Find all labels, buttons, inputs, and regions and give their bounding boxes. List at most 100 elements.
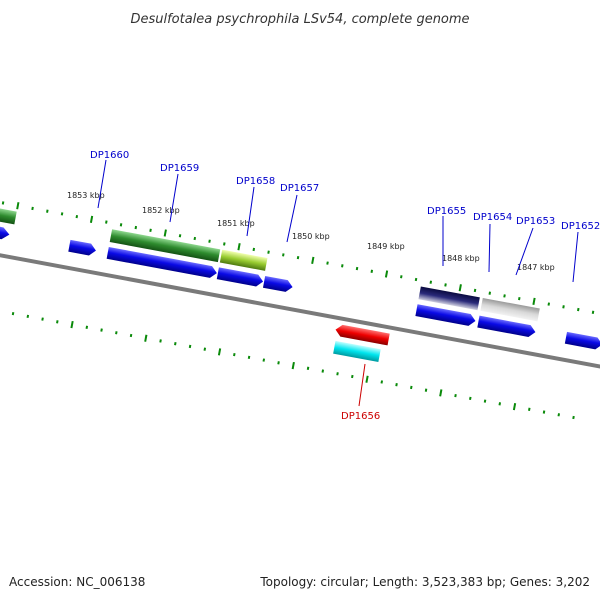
leader-line <box>246 186 255 237</box>
gene-label-dp1658[interactable]: DP1658 <box>236 176 275 187</box>
tick-minor <box>473 288 477 293</box>
kbp-label: 1852 kbp <box>142 206 180 215</box>
topology-summary: Topology: circular; Length: 3,523,383 bp… <box>259 575 590 589</box>
tick-major <box>16 202 20 210</box>
tick-minor <box>498 402 502 406</box>
gene-label-dp1655[interactable]: DP1655 <box>427 206 466 217</box>
tick-major <box>144 334 148 342</box>
tick-row-lower <box>11 311 575 420</box>
tick-major <box>365 375 369 383</box>
tick-minor <box>483 399 487 403</box>
kbp-label: 1851 kbp <box>217 219 255 228</box>
tick-minor <box>174 342 177 346</box>
tick-minor <box>429 280 433 284</box>
feature-bar-green <box>109 229 221 263</box>
cds-arrow <box>564 331 600 350</box>
gene-label-dp1653[interactable]: DP1653 <box>516 216 555 227</box>
tick-minor <box>557 413 561 417</box>
feature-bar-green-left <box>0 194 17 225</box>
tick-major <box>89 215 94 223</box>
tick-minor <box>85 325 89 329</box>
tick-major <box>439 389 443 397</box>
tick-minor <box>410 385 413 390</box>
tick-minor <box>46 209 49 213</box>
kbp-label: 1850 kbp <box>292 232 330 241</box>
tick-major <box>237 243 241 251</box>
tick-major <box>458 284 462 292</box>
tick-minor <box>577 307 580 312</box>
tick-minor <box>11 311 15 316</box>
tick-minor <box>321 369 325 373</box>
cds-arrow <box>68 239 96 256</box>
tick-minor <box>247 355 251 360</box>
gene-label-dp1656[interactable]: DP1656 <box>341 411 380 422</box>
leader-line <box>358 363 366 407</box>
tick-major <box>70 320 74 329</box>
tick-minor <box>572 415 575 420</box>
tick-minor <box>400 275 403 279</box>
tick-major <box>291 361 295 370</box>
tick-minor <box>178 234 182 238</box>
feature-bar-navy <box>418 286 480 311</box>
tick-minor <box>296 255 300 260</box>
tick-minor <box>149 228 152 232</box>
tick-minor <box>159 339 162 343</box>
leader-line <box>97 159 107 209</box>
tick-minor <box>528 407 531 411</box>
cds-arrow <box>106 246 217 278</box>
tick-minor <box>424 388 428 392</box>
kbp-label: 1849 kbp <box>367 242 405 251</box>
tick-minor <box>105 220 108 224</box>
tick-minor <box>193 236 197 241</box>
tick-minor <box>341 264 344 268</box>
gene-label-dp1659[interactable]: DP1659 <box>160 163 199 174</box>
kbp-label: 1848 kbp <box>442 254 480 263</box>
tick-minor <box>355 266 359 271</box>
tick-minor <box>395 383 398 387</box>
leader-line <box>286 194 298 243</box>
cds-arrow <box>477 315 536 337</box>
gene-label-dp1652[interactable]: DP1652 <box>561 221 600 232</box>
tick-minor <box>380 380 384 384</box>
tick-minor <box>75 214 79 219</box>
accession-text: Accession: NC_006138 <box>9 575 145 589</box>
tick-minor <box>326 261 329 265</box>
tick-major <box>217 348 222 356</box>
gene-label-dp1657[interactable]: DP1657 <box>280 183 319 194</box>
kbp-label: 1847 kbp <box>517 263 555 272</box>
leader-line <box>572 231 579 283</box>
tick-minor <box>591 310 595 314</box>
tick-major <box>163 229 167 237</box>
tick-minor <box>26 314 30 319</box>
gene-label-dp1660[interactable]: DP1660 <box>90 150 129 161</box>
tick-minor <box>562 305 565 309</box>
cds-arrow <box>415 304 476 326</box>
leader-line <box>515 227 534 276</box>
tick-major <box>512 402 517 411</box>
feature-bar-grey <box>480 297 540 322</box>
tick-minor <box>518 296 521 301</box>
tick-minor <box>454 393 457 398</box>
tick-minor <box>252 247 256 252</box>
genome-track <box>0 194 600 420</box>
gene-label-dp1654[interactable]: DP1654 <box>473 212 512 223</box>
backbone <box>0 239 600 371</box>
tick-minor <box>503 294 506 298</box>
cds-arrow-reverse <box>335 324 390 346</box>
tick-minor <box>134 225 138 230</box>
tick-minor <box>282 253 285 257</box>
tick-minor <box>129 333 133 338</box>
tick-major <box>384 270 389 278</box>
kbp-scale: 1853 kbp 1852 kbp 1851 kbp 1850 kbp 1849… <box>67 191 555 272</box>
tick-minor <box>233 352 236 357</box>
tick-major <box>532 297 536 305</box>
tick-minor <box>100 328 103 332</box>
tick-major <box>311 256 315 264</box>
tick-row-upper <box>1 201 595 314</box>
feature-bar-cyan <box>333 340 381 363</box>
tick-minor <box>115 331 118 335</box>
tick-minor <box>542 410 546 414</box>
tick-minor <box>370 269 374 273</box>
tick-minor <box>277 361 280 365</box>
tick-minor <box>547 302 551 306</box>
